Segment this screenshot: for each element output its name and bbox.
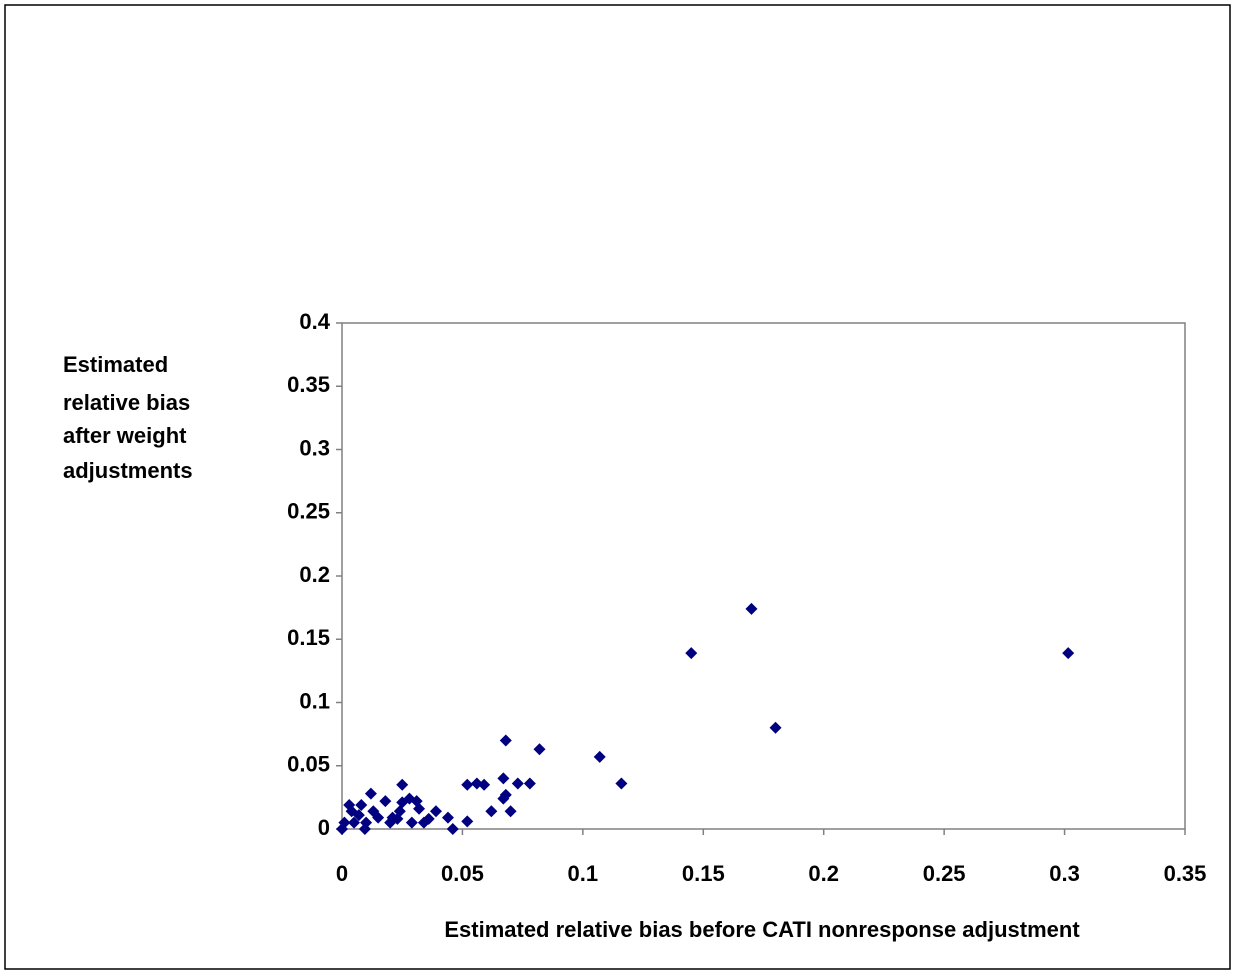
point: [1062, 647, 1075, 660]
y-axis-label: adjustments: [63, 458, 193, 483]
point: [523, 777, 536, 790]
x-tick-label: 0.05: [441, 861, 484, 886]
point: [461, 778, 474, 791]
point: [396, 796, 409, 809]
x-tick-label: 0.15: [682, 861, 725, 886]
x-tick-label: 0.25: [923, 861, 966, 886]
y-tick-label: 0.1: [299, 688, 330, 713]
chart-frame: [4, 4, 1231, 970]
point: [533, 743, 546, 756]
point: [485, 805, 498, 818]
point: [504, 805, 517, 818]
y-tick-label: 0: [318, 815, 330, 840]
x-tick-label: 0.3: [1049, 861, 1080, 886]
point: [511, 777, 524, 790]
point: [358, 823, 371, 835]
y-tick-label: 0.2: [299, 562, 330, 587]
point: [391, 812, 404, 825]
point: [364, 787, 377, 800]
point: [685, 647, 698, 660]
point: [355, 798, 368, 811]
point: [367, 805, 380, 818]
x-tick-label: 0.35: [1164, 861, 1207, 886]
y-axis-label: Estimated: [63, 352, 168, 377]
point: [379, 795, 392, 808]
x-tick-label: 0.2: [808, 861, 839, 886]
point: [497, 792, 510, 805]
point: [769, 721, 782, 734]
point: [417, 816, 430, 829]
x-axis-label: Estimated relative bias before CATI nonr…: [444, 917, 1080, 942]
y-tick-label: 0.05: [287, 752, 330, 777]
y-axis-label: after weight: [63, 423, 187, 448]
point: [470, 777, 483, 790]
x-tick-label: 0.1: [568, 861, 599, 886]
point: [497, 772, 510, 785]
point: [615, 777, 628, 790]
y-tick-label: 0.3: [299, 435, 330, 460]
point: [405, 816, 418, 829]
point: [441, 811, 454, 824]
point: [429, 805, 442, 818]
point: [352, 809, 365, 822]
point: [499, 734, 512, 747]
point: [336, 823, 348, 835]
y-tick-label: 0.15: [287, 625, 330, 650]
point: [593, 750, 606, 763]
y-axis-label: relative bias: [63, 390, 190, 415]
y-tick-label: 0.35: [287, 372, 330, 397]
point: [348, 816, 361, 829]
y-tick-label: 0.4: [299, 309, 330, 334]
point: [745, 602, 758, 615]
x-tick-label: 0: [336, 861, 348, 886]
point: [446, 823, 459, 835]
point: [396, 778, 409, 791]
point: [461, 815, 474, 828]
y-tick-label: 0.25: [287, 499, 330, 524]
